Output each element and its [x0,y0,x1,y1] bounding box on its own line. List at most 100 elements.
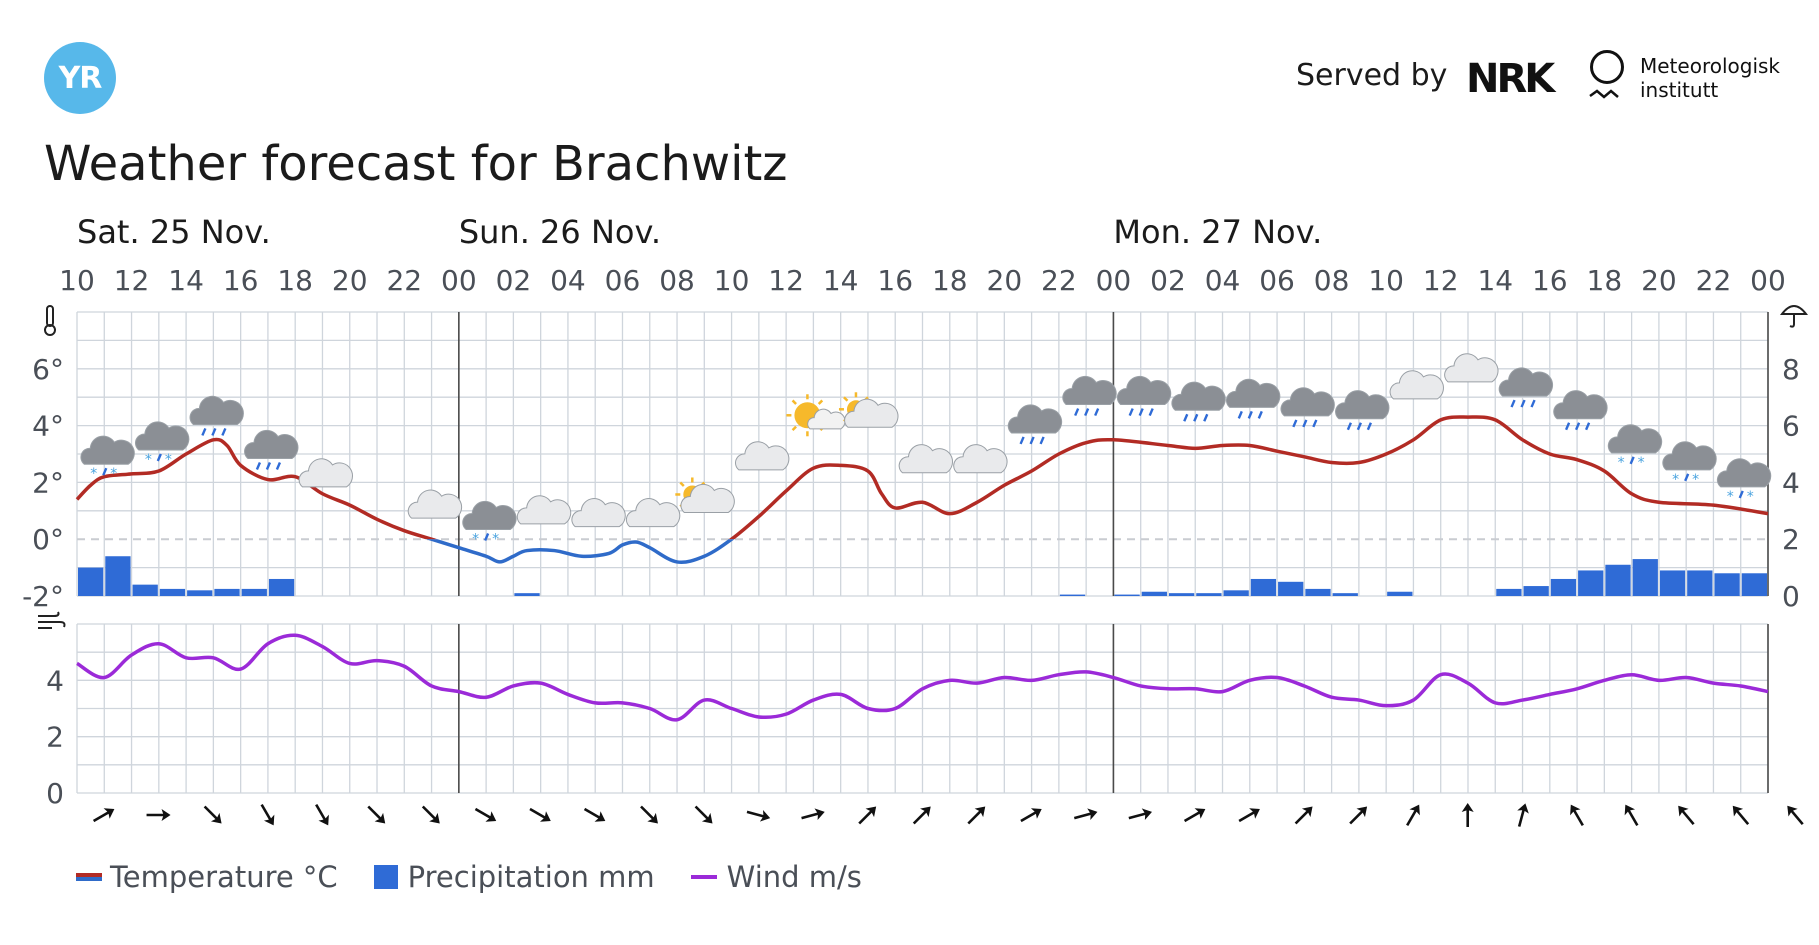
nrk-logo[interactable]: NRK [1466,56,1555,102]
precip-tick-label: 4 [1782,466,1800,499]
weather-symbol-rain-icon [189,395,244,436]
hour-tick-label: 08 [1314,264,1350,297]
cloud-shape [898,444,953,474]
weather-symbol-partly-cloudy-night-icon [407,489,463,519]
wind-direction-arrow [1073,808,1098,821]
snow-flake: * [1618,455,1625,471]
wind-direction-arrow [1678,805,1695,826]
precipitation-swatch [373,865,398,889]
precipitation-bar [1523,586,1549,596]
rain-drop [1292,419,1298,428]
precipitation-bar [214,588,240,596]
precipitation-bar [1632,559,1658,596]
hour-tick-label: 02 [496,264,532,297]
precipitation-bar [1141,591,1167,596]
weather-symbol-partly-cloudy-day-icon [675,477,735,513]
hour-tick-label: 18 [1587,264,1623,297]
hour-tick-label: 22 [1696,264,1732,297]
weather-symbol-sleet-icon: * * [1662,441,1717,488]
wind-arrow-head [814,808,825,821]
rain-drop [1356,422,1362,431]
snow-flake: * [90,466,97,482]
weather-symbol-clear-day-icon [786,394,846,437]
yr-logo[interactable]: YR [44,42,116,114]
cloud-shape [680,483,735,513]
wind-arrow-head [539,811,551,822]
wind-direction-arrow [203,805,222,824]
temp-tick-label: 4° [32,410,64,443]
cloud-shape [1062,376,1117,406]
precipitation-bar [1687,570,1713,596]
wind-arrow-head [759,809,771,822]
day-label: Mon. 27 Nov. [1113,213,1322,251]
wind-arrow-head [1409,804,1420,816]
precipitation-bar [105,556,131,596]
precip-tick-label: 6 [1782,410,1800,443]
legend-label-precipitation: Precipitation mm [407,860,655,894]
temperature-swatch [76,873,102,881]
met-logo-text[interactable]: Meteorologisk institutt [1640,54,1780,102]
rain-drop [1312,419,1318,428]
wind-arrow-head [1678,805,1689,817]
rain-drop [1346,422,1352,431]
rain-drop [1574,422,1581,431]
wind-arrow-head [161,809,171,821]
weather-symbol-rain-icon [1280,387,1335,428]
wind-arrow-head [920,806,931,818]
weather-symbol-rain-icon [1007,404,1063,445]
precipitation-bar [1278,581,1304,596]
cloud-shape [1171,381,1226,411]
cloud-shape [1553,390,1608,420]
wind-arrow-head [865,806,877,818]
cloud-shape [516,495,572,525]
cloud-shape [1607,424,1663,454]
wind-direction-arrow [146,809,171,821]
cloud-shape [298,458,353,488]
hour-tick-label: 10 [714,264,750,297]
rain-drop [1738,490,1744,499]
rain-drop [265,462,272,470]
wind-direction-arrow [858,806,877,825]
rain-drop [255,462,262,470]
weather-symbol-rain-icon [1116,376,1172,417]
wind-arrow-head [1461,803,1474,812]
precipitation-bar [1741,573,1767,596]
hour-tick-label: 12 [768,264,804,297]
rain-drop [1084,408,1090,417]
weather-symbol-rain-icon [1171,381,1226,422]
wind-arrow-head [1517,803,1529,814]
precipitation-bar [1305,588,1331,596]
cloud-shape [1444,353,1499,383]
weather-symbol-rain-icon [1062,376,1117,417]
legend-item-wind: Wind m/s [690,860,862,894]
wind-arrow-head [1732,805,1744,817]
rain-drop [1237,410,1243,419]
temp-tick-label: 2° [32,466,64,499]
weather-symbol-cloudy-icon [735,441,790,471]
rain-drop [1629,456,1635,465]
hour-tick-label: 16 [877,264,913,297]
rain-drop [1193,413,1199,422]
wind-tick-label: 2 [46,721,64,754]
snow-flake: * [492,532,499,548]
wind-arrow-head [1030,808,1042,819]
wind-arrow-head [1141,808,1153,821]
snow-flake: * [1747,489,1754,505]
rain-drop [1183,413,1189,422]
wind-arrow-head [1194,808,1206,819]
precipitation-bar [1332,593,1358,596]
cloud-shape [625,498,681,528]
wind-arrow-head [1570,804,1581,816]
moon-shape [367,479,382,508]
precipitation-bar [241,588,267,596]
hour-tick-label: 12 [1423,264,1459,297]
wind-arrow-head [103,808,115,819]
precipitation-bar [1578,570,1604,596]
hour-tick-label: 22 [1041,264,1077,297]
cloud-shape [1389,370,1444,400]
rain-drop [1530,399,1536,408]
met-line-2: institutt [1640,78,1719,102]
sun-ray [791,425,797,432]
wind-direction-arrow [1406,804,1420,827]
hour-tick-label: 18 [932,264,968,297]
